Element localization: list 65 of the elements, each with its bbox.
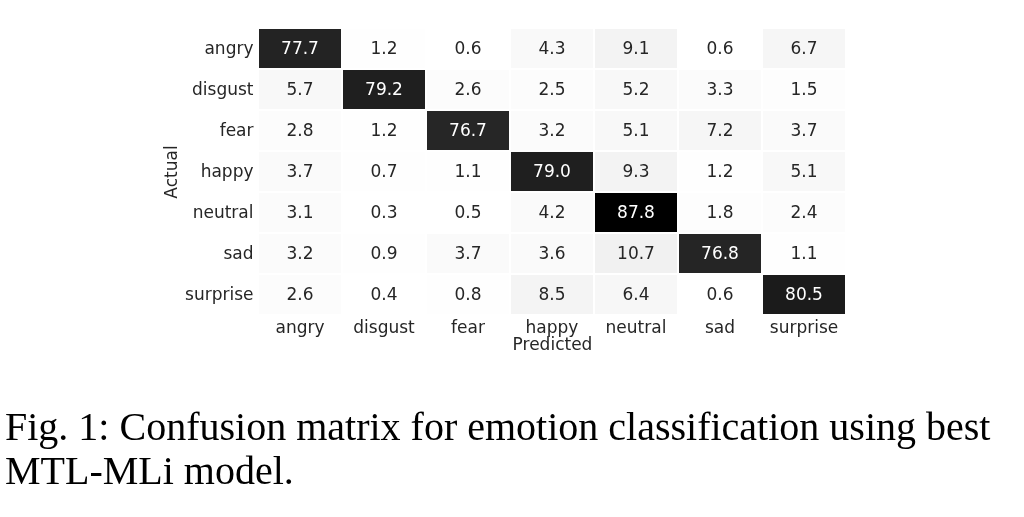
data-label: 3.7 xyxy=(790,119,818,140)
data-label: 9.1 xyxy=(622,37,650,58)
data-label: 1.8 xyxy=(706,201,734,222)
data-label: 6.7 xyxy=(790,37,818,58)
y-axis-title: Actual xyxy=(161,145,182,199)
caption: Fig. 1: Confusion matrix for emotion classification using best MTL-MLi model. xyxy=(5,404,991,493)
data-label: 2.5 xyxy=(538,78,566,99)
data-label: 76.7 xyxy=(449,119,487,140)
data-label: 1.2 xyxy=(370,119,398,140)
data-label: 79.0 xyxy=(533,160,571,181)
data-label: 4.3 xyxy=(538,37,566,58)
data-label: 5.2 xyxy=(622,78,650,99)
data-label: 0.9 xyxy=(370,242,398,263)
y-tick-label: surprise xyxy=(185,283,254,304)
data-label: 3.2 xyxy=(286,242,314,263)
data-label: 1.2 xyxy=(706,160,734,181)
data-label: 0.4 xyxy=(370,283,398,304)
y-tick-label: sad xyxy=(223,242,254,263)
data-label: 0.5 xyxy=(454,201,482,222)
data-label: 1.5 xyxy=(790,78,818,99)
x-tick-label: sad xyxy=(704,316,736,337)
data-label: 5.1 xyxy=(622,119,650,140)
data-label: 6.4 xyxy=(622,283,650,304)
y-tick-label: fear xyxy=(219,119,254,140)
data-label: 7.2 xyxy=(706,119,734,140)
data-label: 1.1 xyxy=(454,160,482,181)
data-label: 9.3 xyxy=(622,160,650,181)
x-tick-label: fear xyxy=(451,316,485,337)
data-label: 2.6 xyxy=(454,78,482,99)
data-label: 3.1 xyxy=(286,201,314,222)
x-tick-label: angry xyxy=(275,316,325,337)
data-label: 0.7 xyxy=(370,160,398,181)
data-label: 0.6 xyxy=(706,283,734,304)
x-tick-label: neutral xyxy=(605,316,667,337)
x-tick-label: disgust xyxy=(353,316,416,337)
data-label: 8.5 xyxy=(538,283,566,304)
data-label: 0.8 xyxy=(454,283,482,304)
data-label: 0.3 xyxy=(370,201,398,222)
data-label: 2.4 xyxy=(790,201,818,222)
data-label: 77.7 xyxy=(281,37,319,58)
data-label: 76.8 xyxy=(701,242,739,263)
data-label: 1.1 xyxy=(790,242,818,263)
data-label: 2.6 xyxy=(286,283,314,304)
data-label: 10.7 xyxy=(617,242,655,263)
data-label: 0.6 xyxy=(454,37,482,58)
data-label: 87.8 xyxy=(617,201,655,222)
y-tick-label: happy xyxy=(200,160,254,181)
y-tick-label: disgust xyxy=(192,78,254,99)
data-label: 3.3 xyxy=(706,78,734,99)
data-label: 5.1 xyxy=(790,160,818,181)
x-tick-label: happy xyxy=(525,316,579,337)
data-label: 3.7 xyxy=(286,160,314,181)
data-label: 0.6 xyxy=(706,37,734,58)
data-label: 3.7 xyxy=(454,242,482,263)
data-label: 4.2 xyxy=(538,201,566,222)
data-label: 5.7 xyxy=(286,78,314,99)
y-tick-label: angry xyxy=(204,37,254,58)
data-label: 3.2 xyxy=(538,119,566,140)
data-label: 3.6 xyxy=(538,242,566,263)
data-label: 80.5 xyxy=(785,283,823,304)
data-label: 79.2 xyxy=(365,78,403,99)
data-label: 2.8 xyxy=(286,119,314,140)
y-tick-label: neutral xyxy=(192,201,254,222)
data-label: 1.2 xyxy=(370,37,398,58)
x-tick-label: surprise xyxy=(769,316,839,337)
